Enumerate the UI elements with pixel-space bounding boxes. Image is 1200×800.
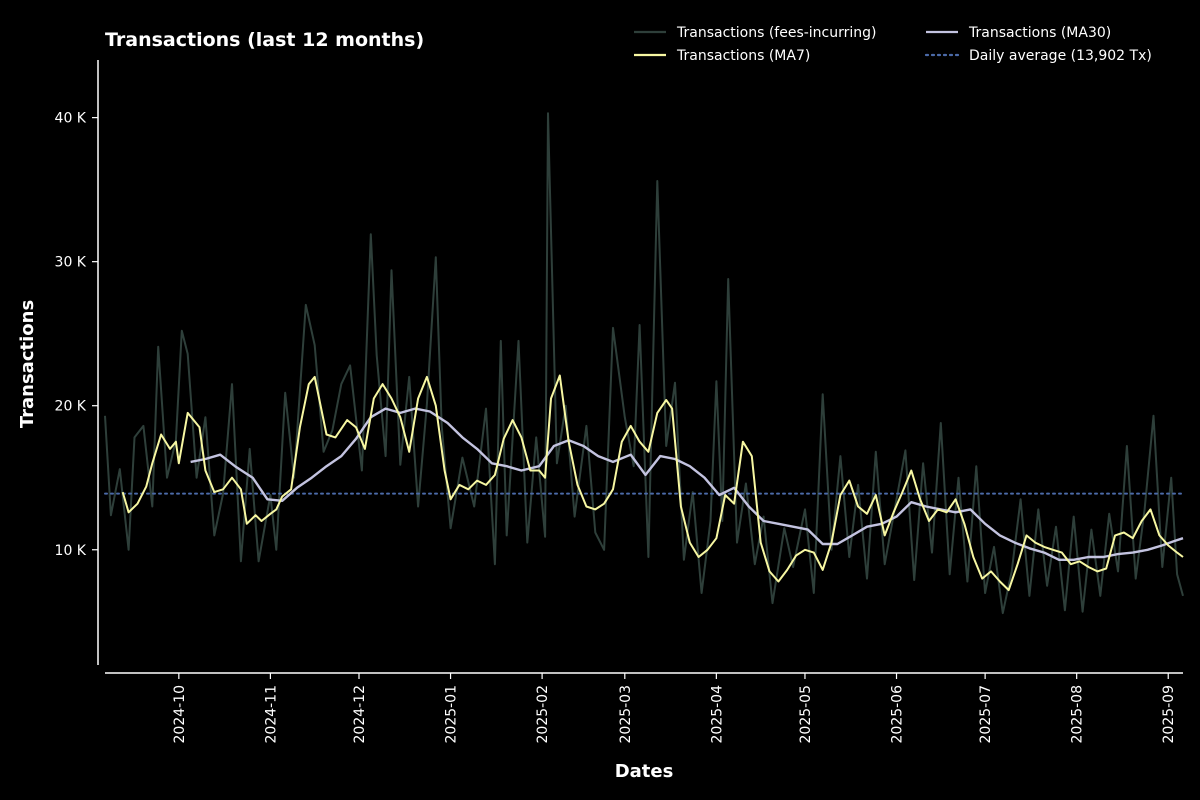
legend-label: Daily average (13,902 Tx) [969,48,1152,64]
x-tick-label: 2025-09 [1161,685,1177,744]
chart-title: Transactions (last 12 months) [105,29,424,51]
x-tick-label: 2025-03 [618,685,634,744]
x-tick-label: 2025-07 [978,685,994,744]
plot-area [104,112,1184,615]
x-tick-label: 2025-04 [709,685,725,744]
x-tick-label: 2025-08 [1070,685,1086,744]
legend-label: Transactions (fees-incurring) [676,25,877,41]
legend-label: Transactions (MA7) [676,48,810,64]
x-tick-label: 2025-06 [890,685,906,744]
x-axis-title: Dates [615,761,674,782]
y-axis: 10 K 20 K 30 K 40 K [55,60,99,665]
y-axis-title: Transactions [17,300,38,428]
legend-label: Transactions (MA30) [968,25,1111,41]
y-tick-label: 30 K [55,255,87,271]
x-tick-label: 2025-01 [444,685,460,744]
x-tick-label: 2024-10 [172,685,188,744]
y-tick-label: 10 K [55,543,87,559]
y-tick-label: 20 K [55,399,87,415]
y-tick-label: 40 K [55,111,87,127]
series-line-1 [104,112,1184,615]
x-tick-label: 2025-02 [535,685,551,744]
x-tick-label: 2024-12 [352,685,368,744]
x-tick-label: 2025-05 [798,685,814,744]
series-line-2 [121,374,1184,592]
x-axis: 2024-10 2024-11 2024-12 2025-01 2025-02 2025-… [105,672,1183,744]
legend: Transactions (fees-incurring) Transaction… [634,25,1152,64]
x-tick-label: 2024-11 [263,685,279,744]
